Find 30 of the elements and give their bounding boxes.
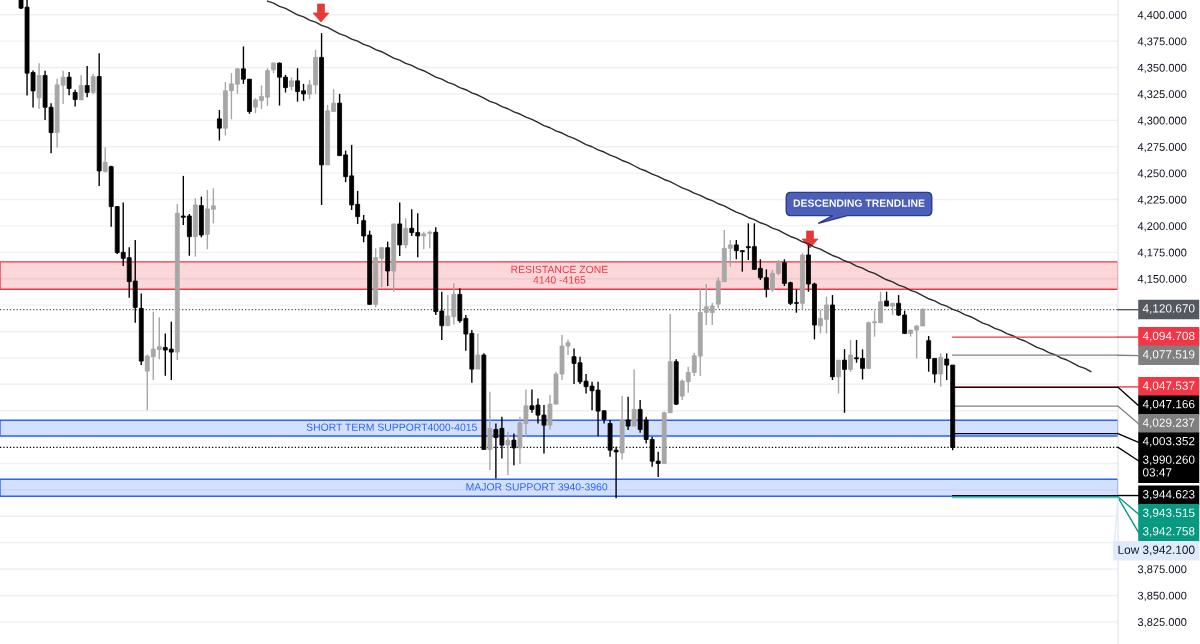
ref-line-label: 4,047.166	[1142, 399, 1195, 410]
legend-label: 3,943.515	[1142, 508, 1195, 519]
y-tick-label: 3,825.000	[1137, 618, 1187, 628]
ref-line-label: 4,077.519	[1142, 350, 1195, 360]
ref-line-label: 4,003.352	[1142, 436, 1195, 447]
y-tick-label: 4,275.000	[1137, 143, 1187, 153]
y-tick-label: 3,850.000	[1137, 591, 1187, 601]
ref-line-label: 3,990.260 03:47	[1142, 455, 1195, 477]
y-tick-label: 4,175.000	[1137, 248, 1187, 258]
ref-line-label: 4,120.670	[1142, 304, 1195, 314]
y-tick-label: 4,225.000	[1137, 195, 1187, 205]
y-tick-label: 4,200.000	[1137, 222, 1187, 232]
ref-line-label: 4,047.537	[1142, 381, 1195, 392]
y-tick-label: 4,325.000	[1137, 90, 1187, 100]
band-label: SHORT TERM SUPPORT4000-4015	[306, 423, 477, 431]
band-label: MAJOR SUPPORT 3940-3960	[466, 483, 608, 491]
y-tick-label: 4,350.000	[1137, 63, 1187, 74]
y-tick-label: 4,250.000	[1137, 169, 1187, 179]
ref-line-label: 4,029.237	[1142, 418, 1195, 429]
y-tick-label: 4,150.000	[1137, 274, 1187, 285]
ref-line-label: 3,942.758	[1142, 527, 1195, 537]
ref-line-label: 3,944.623	[1142, 490, 1195, 500]
ref-line-label: 4,094.708	[1142, 331, 1195, 342]
annotation: DESCENDING TRENDLINE	[793, 199, 925, 207]
band-label: RESISTANCE ZONE 4140 -4165	[511, 265, 608, 284]
y-tick-label: 4,400.000	[1137, 11, 1187, 21]
ref-line-label: Low 3,942.100	[1118, 545, 1195, 556]
y-tick-label: 4,300.000	[1137, 116, 1187, 126]
y-tick-label: 3,875.000	[1137, 565, 1187, 575]
y-tick-label: 4,375.000	[1137, 37, 1187, 47]
